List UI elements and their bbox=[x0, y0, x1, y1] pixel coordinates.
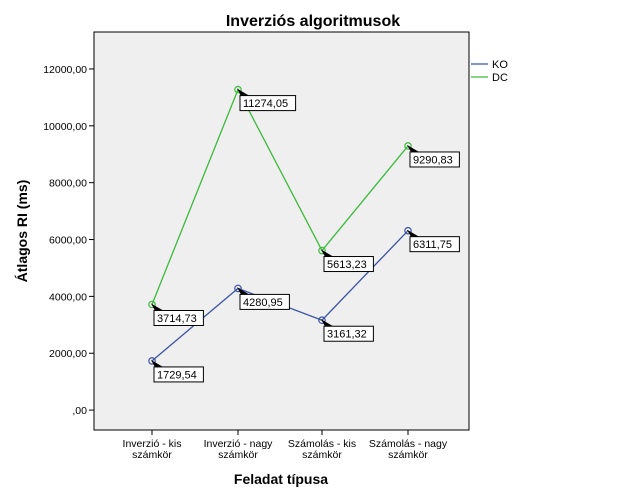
x-axis-label: Feladat típusa bbox=[234, 471, 328, 487]
y-axis-label: Átlagos RI (ms) bbox=[14, 180, 30, 283]
data-label: 5613,23 bbox=[327, 259, 367, 271]
x-tick-label: Inverzió - nagy bbox=[204, 438, 274, 450]
data-label: 4280,95 bbox=[243, 297, 283, 309]
data-label-box bbox=[239, 293, 290, 310]
data-label-box bbox=[409, 151, 460, 168]
x-tick-label: Inverzió - kis bbox=[123, 438, 182, 450]
data-point-dc bbox=[148, 300, 156, 309]
data-point-ko bbox=[148, 357, 156, 365]
chart-title: Inverziós algoritmusok bbox=[226, 13, 400, 30]
y-tick-label: 6000,00 bbox=[49, 235, 87, 247]
data-point-ko bbox=[318, 316, 326, 325]
data-point-dc bbox=[318, 246, 326, 255]
data-label: 3714,73 bbox=[157, 313, 197, 325]
data-label-box bbox=[153, 366, 204, 383]
data-label: 3161,32 bbox=[327, 329, 367, 341]
data-label: 9290,83 bbox=[413, 154, 453, 166]
legend-label-ko: KO bbox=[492, 59, 508, 71]
data-label-box bbox=[409, 236, 460, 253]
y-tick-label: 8000,00 bbox=[49, 178, 87, 190]
y-tick-label: ,00 bbox=[72, 405, 87, 417]
x-tick-label: számkör bbox=[218, 449, 258, 461]
data-point-dc bbox=[404, 142, 412, 150]
data-label: 1729,54 bbox=[157, 369, 197, 381]
data-point-ko bbox=[404, 226, 412, 235]
y-axis: ,00 2000,00 4000,00 6000,00 8000,00 10000,00 1… bbox=[43, 64, 94, 417]
x-tick-label: számkör bbox=[302, 449, 342, 461]
y-tick-label: 12000,00 bbox=[43, 64, 87, 76]
x-tick-label: számkör bbox=[132, 449, 172, 461]
x-tick-label: Számolás - nagy bbox=[369, 438, 448, 450]
y-tick-label: 4000,00 bbox=[49, 291, 87, 303]
y-tick-label: 2000,00 bbox=[49, 348, 87, 360]
data-label-box bbox=[323, 256, 374, 273]
series-line-dc bbox=[151, 88, 409, 305]
data-label-box bbox=[239, 95, 297, 112]
data-point-ko bbox=[234, 284, 242, 293]
x-tick-label: számkör bbox=[388, 449, 428, 461]
data-label: 6311,75 bbox=[413, 239, 452, 251]
x-tick-label: Számolás - kis bbox=[288, 438, 356, 450]
data-label-box bbox=[153, 309, 204, 326]
data-label-box bbox=[323, 325, 374, 342]
data-labels: 1729,54 4280,95 3161,32 6311,75 3714,73 11274… bbox=[150, 88, 460, 383]
plot-area bbox=[93, 31, 470, 431]
legend-label-dc: DC bbox=[492, 72, 508, 84]
data-point-dc bbox=[234, 85, 242, 94]
data-label: 11274,05 bbox=[243, 98, 288, 110]
y-tick-label: 10000,00 bbox=[43, 121, 87, 133]
